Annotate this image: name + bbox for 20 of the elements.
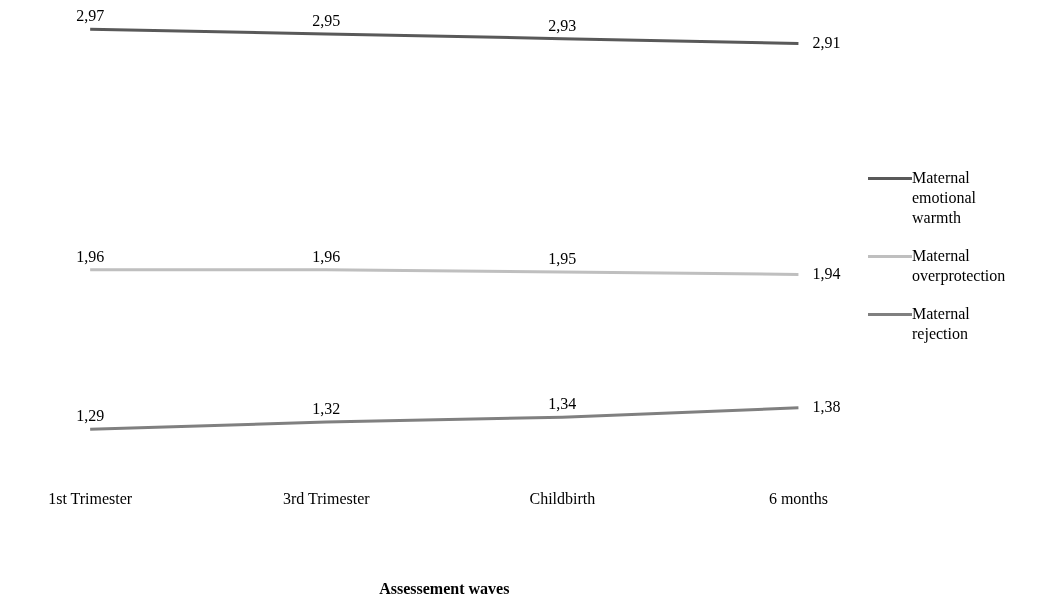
data-label: 2,95 [312,12,341,30]
data-label: 1,96 [76,247,105,265]
data-label: 1,38 [812,397,841,415]
legend-label: Maternal emotional warmth [912,168,977,228]
data-label: 1,34 [548,395,577,413]
data-label: 1,32 [312,400,341,418]
data-label: 2,93 [548,16,577,34]
x-axis-title: Assessement waves [379,579,510,597]
legend-label: Maternal overprotection [912,246,1007,286]
data-label: 1,29 [76,407,105,425]
data-label: 2,91 [812,33,841,51]
data-label: 1,96 [312,247,341,265]
data-label: 1,94 [812,264,841,282]
data-label: 2,97 [76,7,105,25]
x-tick-label: 6 months [768,490,828,508]
legend-label: Maternal rejection [912,304,971,344]
data-label: 1,95 [548,250,577,268]
x-tick-label: 1st Trimester [48,490,133,508]
x-tick-label: 3rd Trimester [282,490,371,508]
x-tick-label: Childbirth [529,490,596,508]
